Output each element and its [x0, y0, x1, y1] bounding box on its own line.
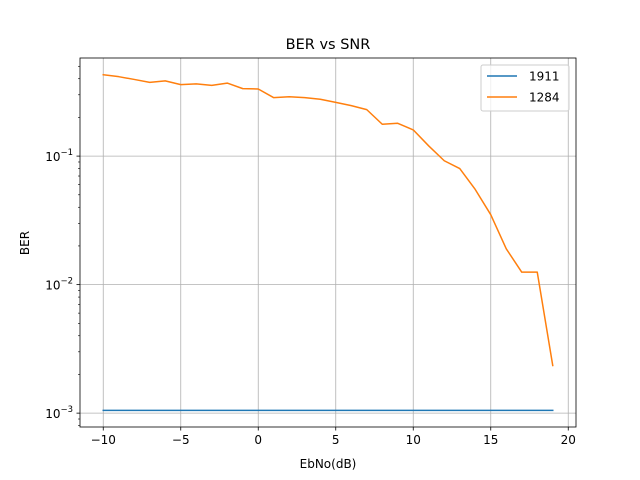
y-axis-label: BER	[18, 231, 32, 255]
series-lines	[102, 73, 554, 412]
x-tick-label: −10	[91, 433, 116, 447]
plot-frame	[79, 57, 577, 428]
axis-ticks: −10 −5 0 5 10 15 20 10−3 10−2 10−1	[45, 65, 576, 447]
x-tick-label: 20	[561, 433, 576, 447]
y-tick-label: 10−2	[45, 277, 73, 293]
x-tick-label: 0	[254, 433, 262, 447]
chart-title: BER vs SNR	[286, 37, 371, 53]
x-tick-label: 10	[406, 433, 421, 447]
y-tick-label: 10−1	[45, 148, 73, 164]
legend: 1911 1284	[480, 64, 570, 112]
legend-label: 1284	[529, 91, 560, 105]
series-line-1284	[102, 73, 554, 367]
y-tick-label: 10−3	[45, 405, 73, 421]
grid	[80, 58, 576, 427]
x-tick-label: 15	[483, 433, 498, 447]
x-axis-label: EbNo(dB)	[300, 457, 357, 471]
legend-label: 1911	[529, 70, 560, 84]
x-tick-label: −5	[172, 433, 190, 447]
x-tick-label: 5	[332, 433, 340, 447]
